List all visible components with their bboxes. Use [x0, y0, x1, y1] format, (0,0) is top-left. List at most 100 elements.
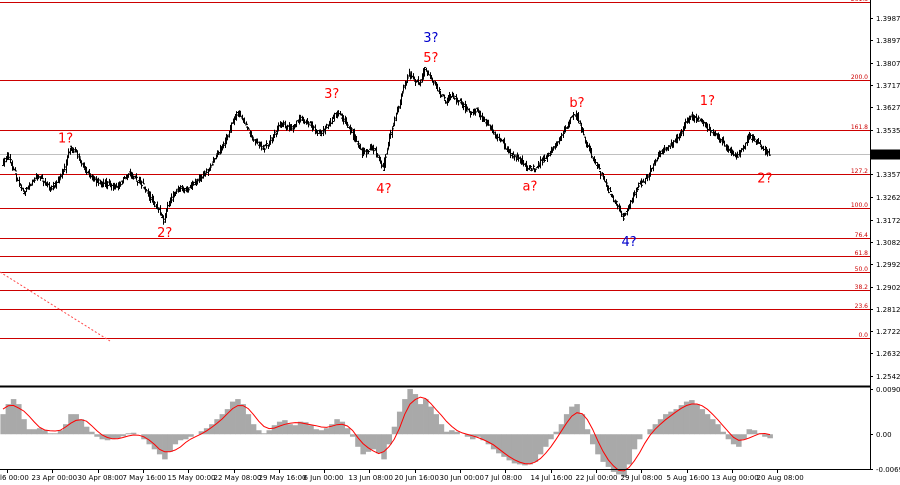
oscillator-bar	[475, 434, 481, 437]
fib-label-76.4: 76.4	[855, 232, 869, 239]
time-tick-label: 29 Jul 08:00	[621, 474, 663, 482]
oscillator-bar	[490, 434, 497, 450]
oscillator-bar	[0, 414, 6, 435]
wave-label-8: 4?	[622, 235, 637, 250]
wave-label-5: 3?	[423, 31, 438, 46]
wave-label-6: a?	[523, 180, 538, 195]
oscillator-bar	[537, 434, 544, 455]
oscillator-bar	[423, 399, 429, 435]
oscillator-bar	[673, 409, 679, 435]
oscillator-bar	[224, 409, 231, 435]
oscillator-bar	[376, 434, 382, 454]
oscillator-bar	[558, 424, 565, 435]
oscillator-bar	[709, 419, 716, 435]
oscillator-bar	[245, 414, 252, 435]
oscillator-bar	[370, 434, 377, 450]
oscillator-bar	[391, 426, 398, 435]
oscillator-bar	[83, 426, 90, 435]
oscillator-bar	[417, 404, 424, 435]
oscillator-bar	[381, 434, 387, 460]
oscillator-bar	[229, 401, 236, 435]
fib-label-23.6: 23.6	[855, 303, 869, 310]
price-tick-label: 1.3172	[876, 217, 900, 225]
oscillator-bar	[256, 430, 262, 435]
oscillator-bar	[235, 399, 241, 435]
oscillator-bar	[47, 433, 53, 435]
fib-label-200.0: 200.0	[851, 74, 868, 81]
wave-label-2: 3?	[324, 87, 339, 102]
osc-tick-label: 0.00	[876, 431, 892, 439]
oscillator-bar	[5, 404, 12, 435]
fib-label-261.8: 261.8	[851, 0, 868, 3]
price-tick-label: 1.3717	[876, 82, 900, 90]
oscillator-bar	[323, 428, 330, 435]
oscillator-bar	[355, 434, 361, 447]
time-tick-label: 22 Jul 00:00	[576, 474, 618, 482]
time-tick-label: 7 Jul 08:00	[485, 474, 523, 482]
oscillator-bar	[762, 434, 768, 437]
oscillator-bar	[16, 404, 22, 435]
oscillator-bar	[626, 434, 633, 465]
oscillator-bar	[741, 434, 747, 440]
wave-label-0: 1?	[58, 132, 73, 147]
wave-label-1: 2?	[157, 226, 172, 241]
price-tick-label: 1.3262	[876, 194, 900, 202]
oscillator-bar	[57, 430, 64, 435]
oscillator-bar	[177, 434, 184, 441]
oscillator-bar	[522, 434, 528, 466]
oscillator-bar	[386, 434, 393, 445]
oscillator-bar	[532, 434, 539, 462]
oscillator-bar	[240, 404, 246, 435]
current-price-label: 1.3437	[875, 151, 900, 159]
time-tick-label: 20 Aug 08:00	[757, 474, 804, 482]
oscillator-bar	[209, 424, 215, 435]
oscillator-bar	[313, 429, 319, 435]
time-tick-label: 30 Jun 00:00	[440, 474, 484, 482]
oscillator-bar	[162, 434, 168, 460]
oscillator-bar	[605, 434, 612, 467]
oscillator-bar	[553, 431, 559, 435]
time-tick-label: 13 Jun 08:00	[349, 474, 393, 482]
price-tick-label: 1.2632	[876, 350, 900, 358]
oscillator-bar	[543, 434, 549, 447]
time-tick-label: 14 Jul 16:00	[531, 474, 573, 482]
oscillator-bar	[303, 422, 309, 435]
oscillator-bar	[151, 434, 158, 450]
price-tick-label: 1.3807	[876, 60, 900, 68]
oscillator-bar	[329, 424, 335, 435]
oscillator-bar	[73, 414, 79, 435]
oscillator-bar	[647, 429, 653, 435]
price-tick-label: 1.3987	[876, 15, 900, 23]
time-tick-label: 22 May 08:00	[214, 474, 262, 482]
oscillator-bar	[704, 414, 711, 435]
oscillator-bar	[172, 434, 179, 445]
oscillator-bar	[125, 433, 132, 435]
oscillator-bar	[595, 434, 601, 455]
oscillator-bar	[318, 430, 325, 435]
oscillator-bar	[584, 429, 591, 435]
oscillator-bar	[188, 434, 194, 437]
fib-label-50.0: 50.0	[855, 266, 869, 273]
oscillator-bar	[720, 431, 726, 435]
oscillator-bar	[292, 425, 299, 435]
oscillator-bar	[501, 434, 507, 457]
oscillator-bar	[689, 400, 695, 435]
oscillator-bar	[616, 434, 622, 475]
oscillator-bar	[663, 414, 669, 435]
oscillator-bar	[454, 431, 460, 435]
oscillator-bar	[250, 424, 257, 435]
price-tick-label: 1.2542	[876, 373, 900, 381]
oscillator-bar	[631, 434, 638, 450]
oscillator-bar	[63, 424, 69, 435]
oscillator-bar	[52, 433, 59, 435]
oscillator-bar	[68, 414, 74, 435]
time-tick-label: 6 Jun 00:00	[304, 474, 344, 482]
oscillator-bar	[198, 431, 205, 435]
oscillator-bar	[725, 434, 732, 440]
oscillator-bar	[569, 406, 575, 435]
oscillator-bar	[396, 411, 403, 435]
time-tick-label: 29 May 16:00	[259, 474, 307, 482]
oscillator-bar	[99, 434, 106, 440]
time-tick-label: l6 00:00	[0, 474, 29, 482]
